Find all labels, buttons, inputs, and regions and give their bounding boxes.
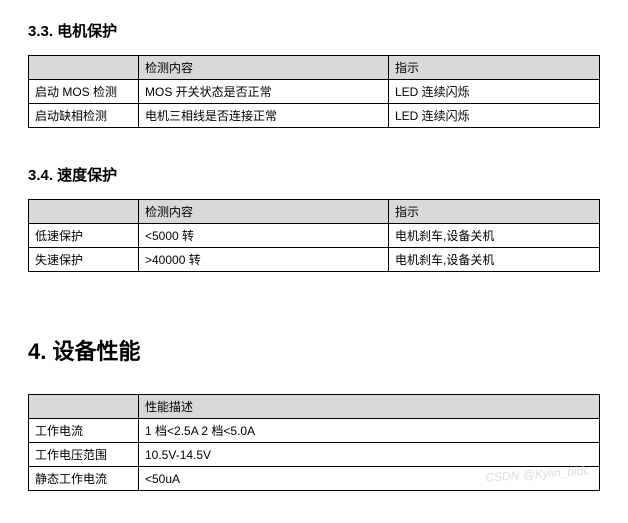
table-header-row: 检测内容 指示 <box>29 200 600 224</box>
table-row: 低速保护 <5000 转 电机刹车,设备关机 <box>29 224 600 248</box>
section-4-heading: 4. 设备性能 <box>28 334 600 366</box>
header-cell-blank <box>29 200 139 224</box>
row-content: 电机三相线是否连接正常 <box>139 104 389 128</box>
section-3-3-heading: 3.3. 电机保护 <box>28 20 600 41</box>
table-row: 启动缺相检测 电机三相线是否连接正常 LED 连续闪烁 <box>29 104 600 128</box>
row-content: >40000 转 <box>139 248 389 272</box>
row-label: 静态工作电流 <box>29 467 139 491</box>
header-cell-content: 检测内容 <box>139 56 389 80</box>
table-row: 失速保护 >40000 转 电机刹车,设备关机 <box>29 248 600 272</box>
header-cell-indicator: 指示 <box>389 200 600 224</box>
row-label: 工作电流 <box>29 419 139 443</box>
table-row: 工作电压范围 10.5V-14.5V <box>29 443 600 467</box>
table-header-row: 检测内容 指示 <box>29 56 600 80</box>
section-3-4-heading: 3.4. 速度保护 <box>28 164 600 185</box>
header-cell-blank <box>29 395 139 419</box>
header-cell-indicator: 指示 <box>389 56 600 80</box>
row-content: 1 档<2.5A 2 档<5.0A <box>139 419 600 443</box>
row-label: 工作电压范围 <box>29 443 139 467</box>
row-label: 失速保护 <box>29 248 139 272</box>
header-cell-content: 性能描述 <box>139 395 600 419</box>
table-row: 工作电流 1 档<2.5A 2 档<5.0A <box>29 419 600 443</box>
row-indicator: 电机刹车,设备关机 <box>389 248 600 272</box>
row-indicator: 电机刹车,设备关机 <box>389 224 600 248</box>
header-cell-blank <box>29 56 139 80</box>
row-content: <5000 转 <box>139 224 389 248</box>
row-content: MOS 开关状态是否正常 <box>139 80 389 104</box>
row-content: 10.5V-14.5V <box>139 443 600 467</box>
speed-protection-table: 检测内容 指示 低速保护 <5000 转 电机刹车,设备关机 失速保护 >400… <box>28 199 600 272</box>
header-cell-content: 检测内容 <box>139 200 389 224</box>
row-label: 启动缺相检测 <box>29 104 139 128</box>
table-row: 启动 MOS 检测 MOS 开关状态是否正常 LED 连续闪烁 <box>29 80 600 104</box>
table-header-row: 性能描述 <box>29 395 600 419</box>
row-label: 启动 MOS 检测 <box>29 80 139 104</box>
row-indicator: LED 连续闪烁 <box>389 104 600 128</box>
row-label: 低速保护 <box>29 224 139 248</box>
row-indicator: LED 连续闪烁 <box>389 80 600 104</box>
motor-protection-table: 检测内容 指示 启动 MOS 检测 MOS 开关状态是否正常 LED 连续闪烁 … <box>28 55 600 128</box>
